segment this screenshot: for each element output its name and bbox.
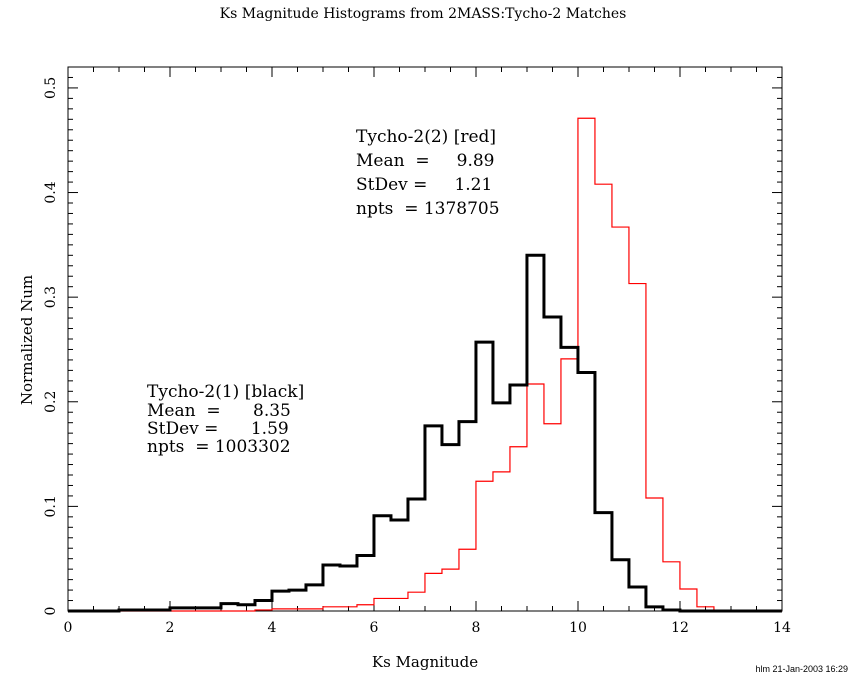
x-tick-label: 12 bbox=[671, 620, 689, 636]
y-axis-label: Normalized Num bbox=[18, 275, 36, 405]
histogram-bin bbox=[544, 317, 561, 611]
histogram-bin bbox=[391, 520, 408, 611]
histogram-bin bbox=[595, 513, 612, 611]
y-tick-label: 0 bbox=[43, 607, 59, 616]
histogram-bin bbox=[357, 556, 374, 611]
histogram-bin bbox=[425, 426, 442, 611]
histogram-bin bbox=[476, 342, 493, 611]
annotation-line: Mean = 8.35 bbox=[147, 401, 291, 421]
histogram-bin bbox=[408, 499, 425, 611]
histogram-bin bbox=[612, 560, 629, 611]
x-tick-label: 4 bbox=[268, 620, 277, 636]
y-tick-label: 0.1 bbox=[43, 495, 59, 517]
histogram-bin bbox=[578, 372, 595, 611]
histogram-bin bbox=[493, 403, 510, 611]
series-red bbox=[68, 117, 782, 612]
histogram-bin bbox=[374, 516, 391, 611]
y-tick-label: 0.3 bbox=[43, 286, 59, 308]
histogram-bin bbox=[459, 422, 476, 611]
x-tick-label: 8 bbox=[472, 620, 481, 636]
histogram-bin bbox=[527, 255, 544, 611]
x-tick-label: 2 bbox=[166, 620, 175, 636]
annotation-line: npts = 1003302 bbox=[147, 437, 291, 457]
annotation-line: Tycho-2(2) [red] bbox=[356, 127, 496, 147]
histogram-bin bbox=[629, 284, 646, 611]
chart-title: Ks Magnitude Histograms from 2MASS:Tycho… bbox=[220, 6, 627, 22]
x-tick-label: 14 bbox=[773, 620, 791, 636]
x-tick-label: 10 bbox=[569, 620, 587, 636]
histogram-bin bbox=[629, 587, 646, 611]
histogram-bin bbox=[255, 601, 272, 611]
histogram-bin bbox=[323, 565, 340, 611]
y-tick-label: 0.4 bbox=[43, 181, 59, 203]
annotation-line: StDev = 1.21 bbox=[356, 175, 492, 195]
annotation-line: Mean = 9.89 bbox=[356, 151, 494, 171]
histogram-bin bbox=[442, 445, 459, 611]
histogram-bin bbox=[561, 347, 578, 611]
histogram-bin bbox=[680, 589, 697, 611]
histogram-bin bbox=[306, 585, 323, 611]
histogram-step-line bbox=[68, 117, 782, 612]
histogram-bin bbox=[340, 566, 357, 611]
histogram-bin bbox=[612, 227, 629, 611]
x-tick-label: 6 bbox=[370, 620, 379, 636]
annotation-line: StDev = 1.59 bbox=[147, 419, 289, 439]
histogram-bin bbox=[646, 498, 663, 611]
red-series-annotation: Tycho-2(2) [red] Mean = 9.89 StDev = 1.2… bbox=[356, 127, 500, 219]
y-tick-label: 0.2 bbox=[43, 391, 59, 413]
histogram-bin bbox=[289, 590, 306, 611]
histogram-step-line bbox=[68, 253, 782, 613]
annotation-line: Tycho-2(1) [black] bbox=[147, 382, 304, 402]
y-tick-label: 0.5 bbox=[43, 77, 59, 99]
footer-timestamp: hlm 21-Jan-2003 16:29 bbox=[755, 664, 848, 674]
x-axis-label: Ks Magnitude bbox=[372, 653, 478, 671]
histogram-bin bbox=[663, 562, 680, 611]
annotation-line: npts = 1378705 bbox=[356, 199, 500, 219]
histogram-bin bbox=[272, 591, 289, 611]
series-black bbox=[68, 253, 782, 613]
x-tick-label: 0 bbox=[64, 620, 73, 636]
histogram-bin bbox=[510, 385, 527, 611]
black-series-annotation: Tycho-2(1) [black] Mean = 8.35 StDev = 1… bbox=[147, 382, 304, 457]
